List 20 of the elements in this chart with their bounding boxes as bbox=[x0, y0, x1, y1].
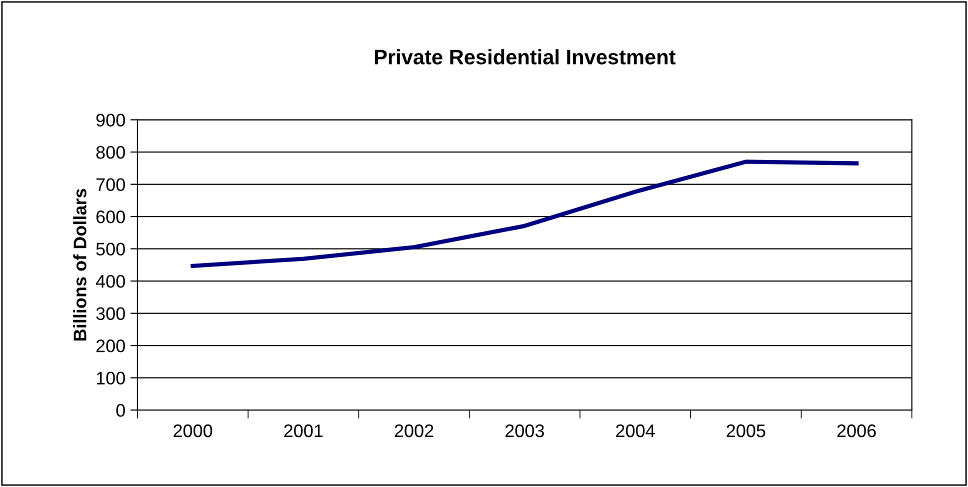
x-tick-label: 2006 bbox=[837, 424, 876, 438]
y-tick-label: 700 bbox=[96, 178, 125, 192]
y-axis-title: Billions of Dollars bbox=[73, 188, 86, 340]
x-tick-label: 2001 bbox=[284, 424, 323, 438]
y-tick-label: 300 bbox=[96, 307, 125, 320]
y-tick-label: 600 bbox=[96, 210, 125, 224]
x-tick-label: 2004 bbox=[616, 424, 655, 438]
x-tick-label: 2005 bbox=[726, 424, 766, 438]
y-tick-label: 200 bbox=[96, 339, 125, 352]
chart-title: Private Residential Investment bbox=[374, 49, 676, 64]
y-tick-label: 400 bbox=[96, 274, 125, 288]
x-tick-label: 2002 bbox=[394, 424, 434, 438]
y-tick-label: 900 bbox=[96, 114, 125, 127]
x-tick-label: 2003 bbox=[505, 424, 544, 438]
line-series bbox=[190, 160, 859, 268]
y-tick-label: 800 bbox=[96, 146, 125, 159]
y-tick-label: 500 bbox=[96, 242, 125, 256]
x-tick-label: 2000 bbox=[174, 424, 212, 438]
y-tick-label: 0 bbox=[116, 404, 125, 417]
y-tick-label: 100 bbox=[96, 372, 125, 385]
